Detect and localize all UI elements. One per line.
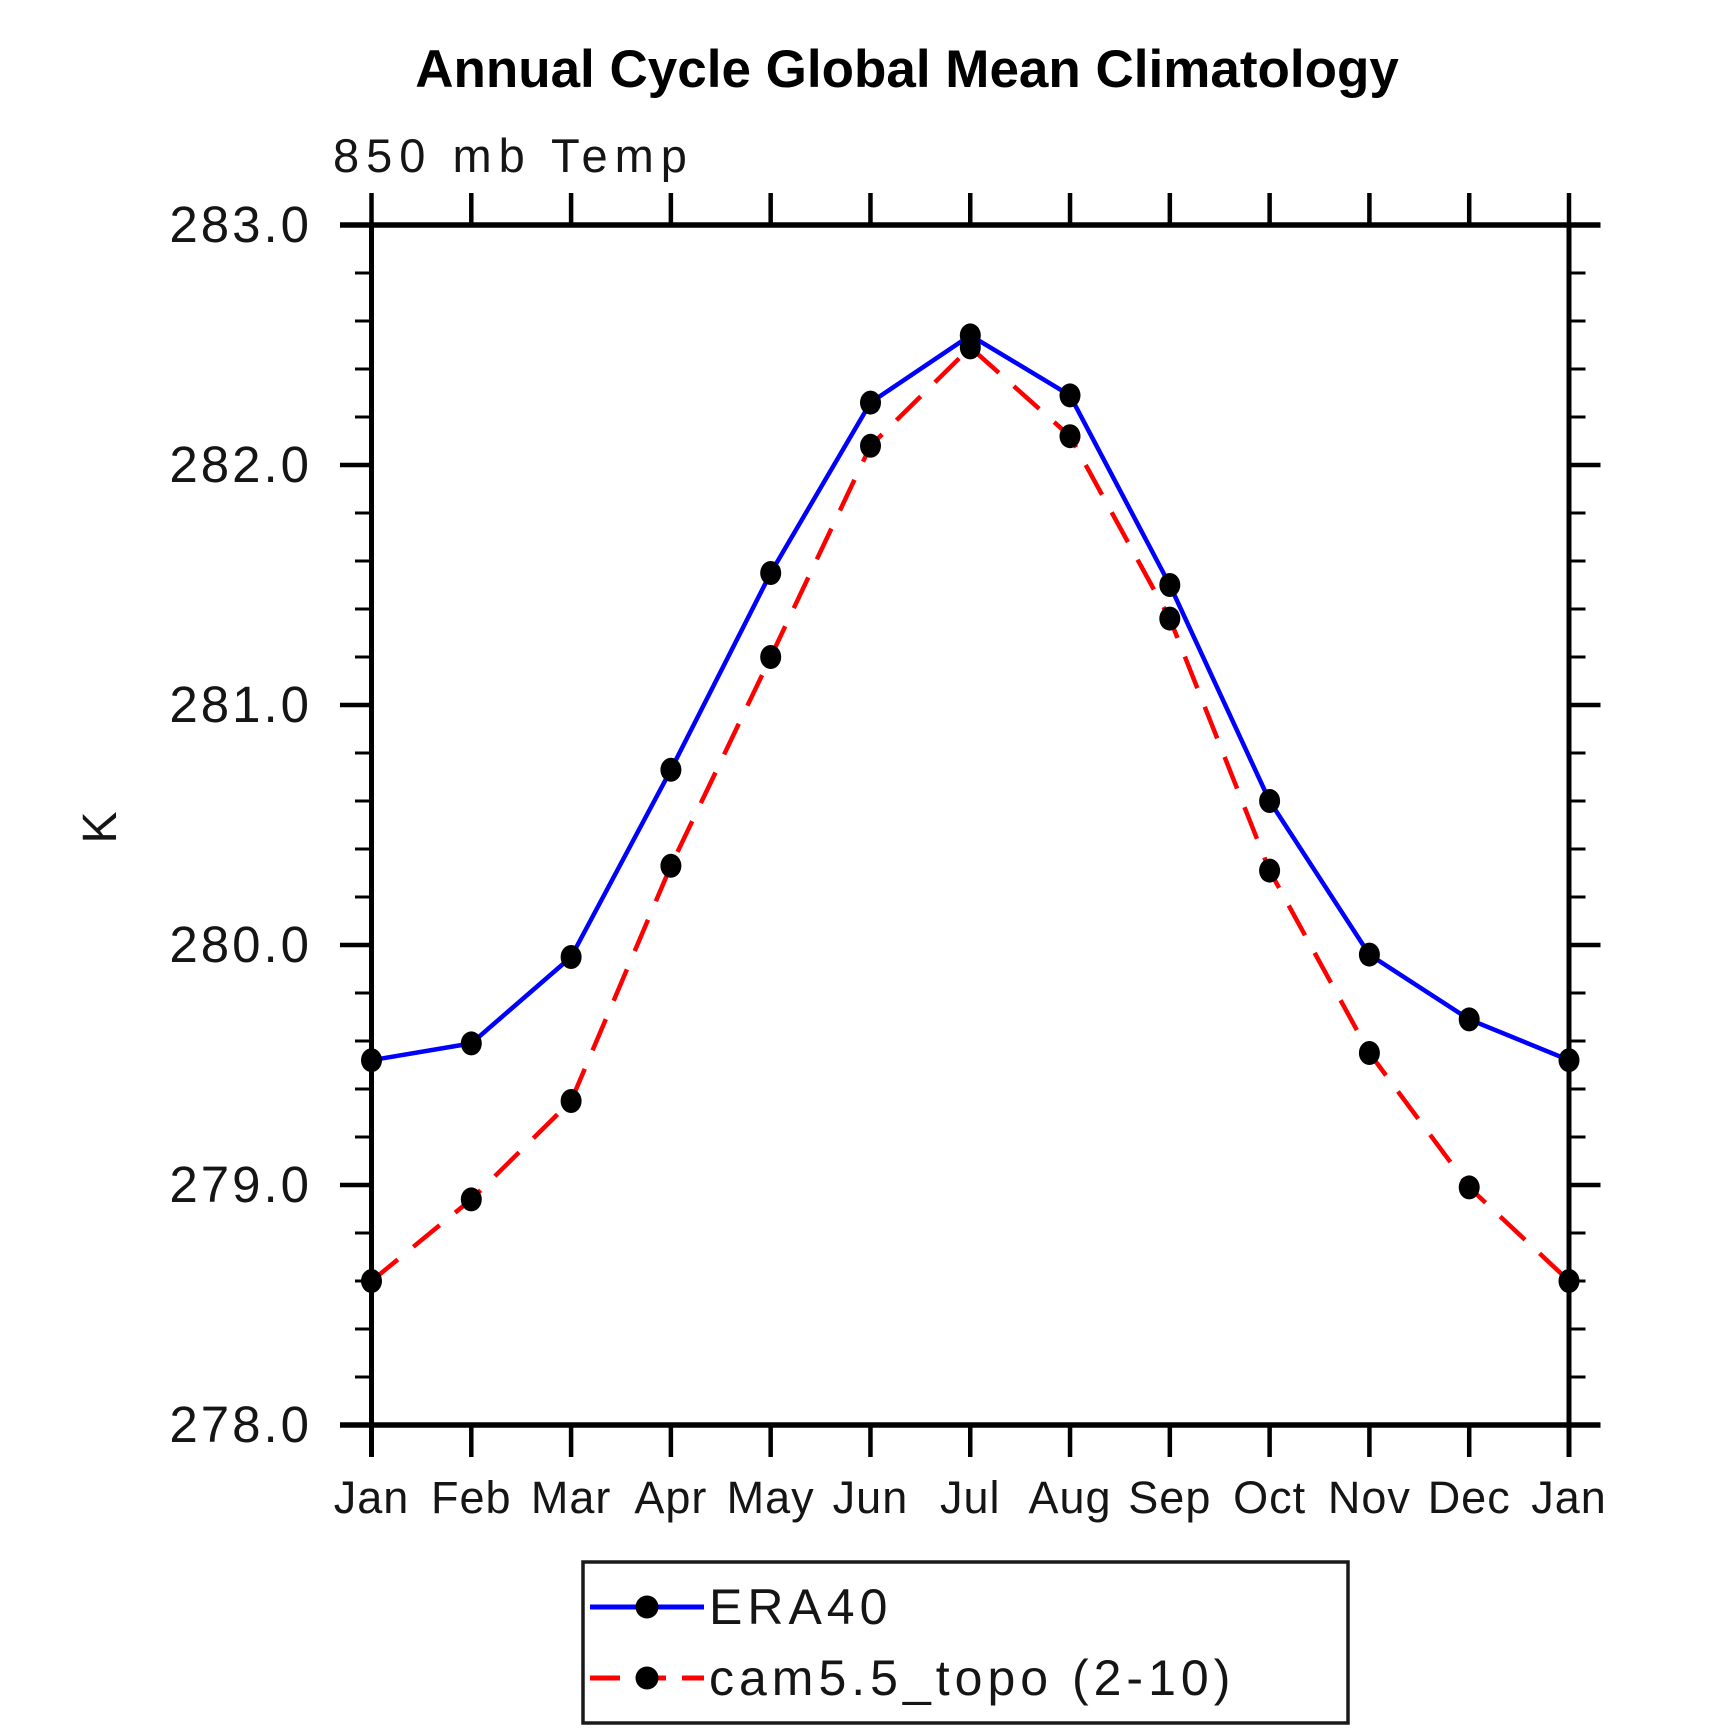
chart-title: Annual Cycle Global Mean Climatology	[415, 40, 1399, 99]
x-tick-label: Oct	[1233, 1472, 1306, 1523]
data-point	[660, 757, 682, 782]
data-point	[959, 335, 981, 360]
legend-marker-era40	[635, 1595, 659, 1619]
data-point	[1358, 942, 1380, 967]
data-point	[1159, 573, 1181, 597]
data-point	[1558, 1269, 1580, 1293]
data-point	[361, 1048, 382, 1073]
data-point	[760, 561, 782, 585]
legend-marker-cam55-topo	[635, 1666, 659, 1690]
data-point	[361, 1269, 382, 1293]
x-tick-label: Mar	[531, 1472, 612, 1523]
data-point	[460, 1187, 482, 1212]
y-tick-label: 281.0	[169, 676, 312, 733]
y-axis-label: K	[74, 808, 127, 843]
data-point	[760, 645, 782, 669]
data-point	[1159, 606, 1181, 631]
data-point	[1458, 1007, 1480, 1032]
data-point	[1259, 789, 1281, 813]
x-tick-label: Jan	[334, 1472, 410, 1523]
series-line-era40	[371, 333, 1570, 1063]
data-point	[560, 945, 582, 969]
legend-box	[581, 1560, 1350, 1725]
x-tick-label: Jul	[940, 1472, 1001, 1523]
y-tick-label: 280.0	[169, 916, 312, 973]
data-point	[1358, 1041, 1380, 1065]
x-tick-label: Aug	[1029, 1472, 1112, 1523]
y-tick-label: 278.0	[169, 1396, 312, 1453]
axes-layer: 278.0 279.0 280.0 281.0 282.0 283.0 Jan Feb Mar A…	[169, 193, 1606, 1523]
y-tick-label: 282.0	[169, 436, 312, 493]
series-layer	[361, 323, 1580, 1293]
data-point	[1458, 1175, 1480, 1200]
data-point	[1059, 383, 1081, 408]
x-tick-label: Jan	[1531, 1472, 1607, 1523]
x-tick-label: Jun	[833, 1472, 909, 1523]
legend-label-cam55-topo: cam5.5_topo (2-10)	[709, 1650, 1235, 1706]
x-tick-label: Apr	[634, 1472, 707, 1523]
y-tick-label: 279.0	[169, 1156, 312, 1213]
x-tick-label: Sep	[1128, 1472, 1211, 1523]
data-point	[660, 853, 682, 878]
data-point	[860, 433, 881, 458]
data-point	[560, 1089, 582, 1113]
data-point	[460, 1031, 482, 1056]
data-point	[1558, 1048, 1580, 1073]
data-point	[1259, 858, 1281, 883]
series-line-cam5-5-topo-2-10-	[370, 345, 1571, 1283]
x-tick-label: Feb	[431, 1472, 512, 1523]
y-tick-label: 283.0	[169, 196, 312, 253]
legend-label-era40: ERA40	[709, 1579, 892, 1635]
x-tick-label: Dec	[1428, 1472, 1511, 1523]
legend: ERA40 cam5.5_topo (2-10)	[581, 1560, 1350, 1725]
x-tick-label: May	[727, 1472, 815, 1523]
data-point	[860, 390, 881, 415]
x-tick-label: Nov	[1328, 1472, 1411, 1523]
chart-subtitle: 850 mb Temp	[333, 129, 694, 182]
data-point	[1059, 424, 1081, 449]
